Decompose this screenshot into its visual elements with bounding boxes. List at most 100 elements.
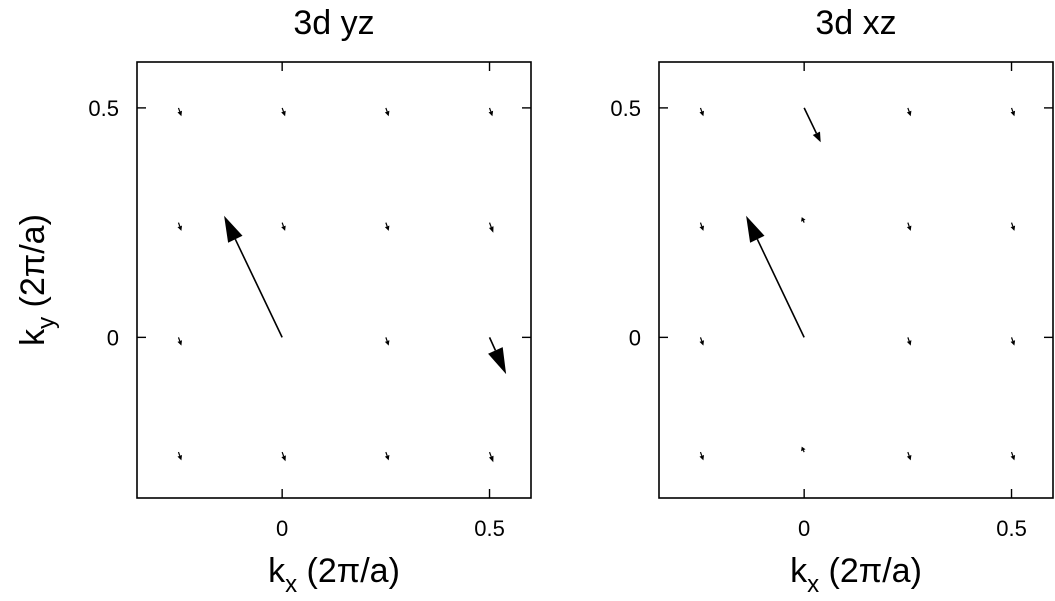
- arrow-shaft: [1010, 451, 1014, 457]
- arrow: [1010, 107, 1016, 117]
- arrow-head: [177, 340, 182, 346]
- arrow: [906, 337, 912, 346]
- arrow-shaft: [1010, 222, 1014, 227]
- y-axis-label-base: k: [14, 328, 52, 346]
- arrow-head: [699, 340, 704, 346]
- arrow-head: [1010, 110, 1016, 117]
- x-axis-label-subscript: x: [285, 571, 297, 598]
- arrow-shaft: [177, 222, 181, 227]
- arrow: [281, 222, 286, 231]
- x-axis-label-unit: (2π/a): [297, 552, 400, 590]
- arrow-head: [281, 455, 286, 462]
- arrow-head: [746, 215, 765, 243]
- y-tick-label: 0: [107, 325, 119, 350]
- arrow-head: [384, 110, 390, 117]
- chart-title: 3d yz: [293, 4, 374, 42]
- arrow: [906, 107, 912, 117]
- arrow-shaft: [488, 107, 492, 112]
- y-axis-label-unit: (2π/a): [14, 214, 52, 317]
- arrow-head: [1010, 455, 1016, 461]
- arrow: [384, 222, 390, 231]
- arrow-head: [906, 110, 912, 117]
- arrow-shaft: [385, 337, 388, 342]
- arrow: [1010, 222, 1016, 231]
- arrow: [906, 222, 912, 231]
- arrow-head: [177, 225, 182, 231]
- arrow-head: [281, 110, 286, 117]
- arrow-shaft: [802, 220, 805, 223]
- arrow-shaft: [177, 451, 181, 457]
- arrow-shaft: [488, 451, 492, 457]
- arrow-shaft: [756, 238, 805, 338]
- arrow: [488, 107, 494, 117]
- arrow: [746, 215, 805, 338]
- arrow-head: [812, 131, 821, 143]
- arrow-shaft: [281, 451, 285, 457]
- arrow-head: [801, 446, 806, 452]
- arrow: [384, 337, 390, 346]
- arrow: [1010, 451, 1016, 461]
- arrow-shaft: [1010, 337, 1014, 342]
- arrow-shaft: [234, 238, 283, 338]
- panel-3d-xz: 3d xz 0 0.5 0 0.5 kx (2π/a): [610, 4, 1054, 598]
- x-axis-label: kx (2π/a): [268, 552, 400, 598]
- arrow: [177, 451, 182, 461]
- arrow: [699, 451, 704, 461]
- arrow-head: [384, 455, 390, 461]
- arrow: [384, 107, 390, 117]
- arrow-shaft: [907, 337, 910, 342]
- x-tick-label: 0: [276, 516, 288, 541]
- arrow: [699, 107, 704, 117]
- arrow-head: [906, 225, 912, 231]
- arrow-shaft: [1010, 107, 1014, 112]
- arrow-shaft: [488, 337, 497, 351]
- y-axis-label-subscript: y: [33, 317, 60, 329]
- arrow-head: [906, 455, 912, 461]
- arrow-shaft: [281, 107, 285, 112]
- arrow: [488, 222, 494, 233]
- arrow-head: [384, 340, 390, 346]
- arrow-shaft: [385, 222, 388, 227]
- arrow: [699, 222, 704, 231]
- arrow-head: [281, 225, 286, 231]
- panel-3d-yz: 3d yz0 0.500.5kx (2π/a)ky (2π/a): [14, 4, 532, 598]
- arrow: [281, 451, 286, 462]
- arrow-shaft: [177, 107, 181, 112]
- arrow: [281, 107, 286, 117]
- arrow: [224, 215, 283, 338]
- arrow-shaft: [385, 451, 388, 457]
- x-axis-label-base: k: [268, 552, 286, 590]
- arrow-shaft: [907, 107, 910, 112]
- arrow-shaft: [907, 222, 910, 227]
- arrow-shaft: [699, 107, 703, 112]
- arrow-head: [801, 217, 806, 222]
- x-axis-label-base: k: [790, 552, 808, 590]
- arrow: [699, 337, 704, 346]
- y-tick-label: 0.5: [610, 96, 641, 121]
- arrow-head: [224, 215, 243, 243]
- arrow-head: [699, 110, 704, 117]
- arrow: [803, 107, 821, 143]
- plot-frame: [658, 61, 1054, 499]
- arrow-shaft: [488, 222, 492, 228]
- x-axis-label-subscript: x: [807, 571, 819, 598]
- arrow: [177, 337, 182, 346]
- arrow-head: [1010, 225, 1016, 231]
- arrow: [801, 446, 806, 453]
- arrow-shaft: [802, 449, 805, 453]
- arrow-head: [177, 110, 182, 117]
- arrow: [801, 217, 806, 223]
- arrow: [906, 451, 912, 461]
- arrow-head: [489, 455, 494, 463]
- arrow-head: [699, 455, 704, 461]
- arrow-head: [699, 225, 704, 231]
- x-tick-label: 0: [798, 516, 810, 541]
- arrow-head: [177, 455, 182, 461]
- arrow-shaft: [907, 451, 910, 457]
- arrow: [488, 337, 507, 375]
- arrow-shaft: [177, 337, 181, 342]
- arrow-shaft: [281, 222, 285, 227]
- arrow-shaft: [385, 107, 388, 112]
- arrow-head: [489, 226, 494, 233]
